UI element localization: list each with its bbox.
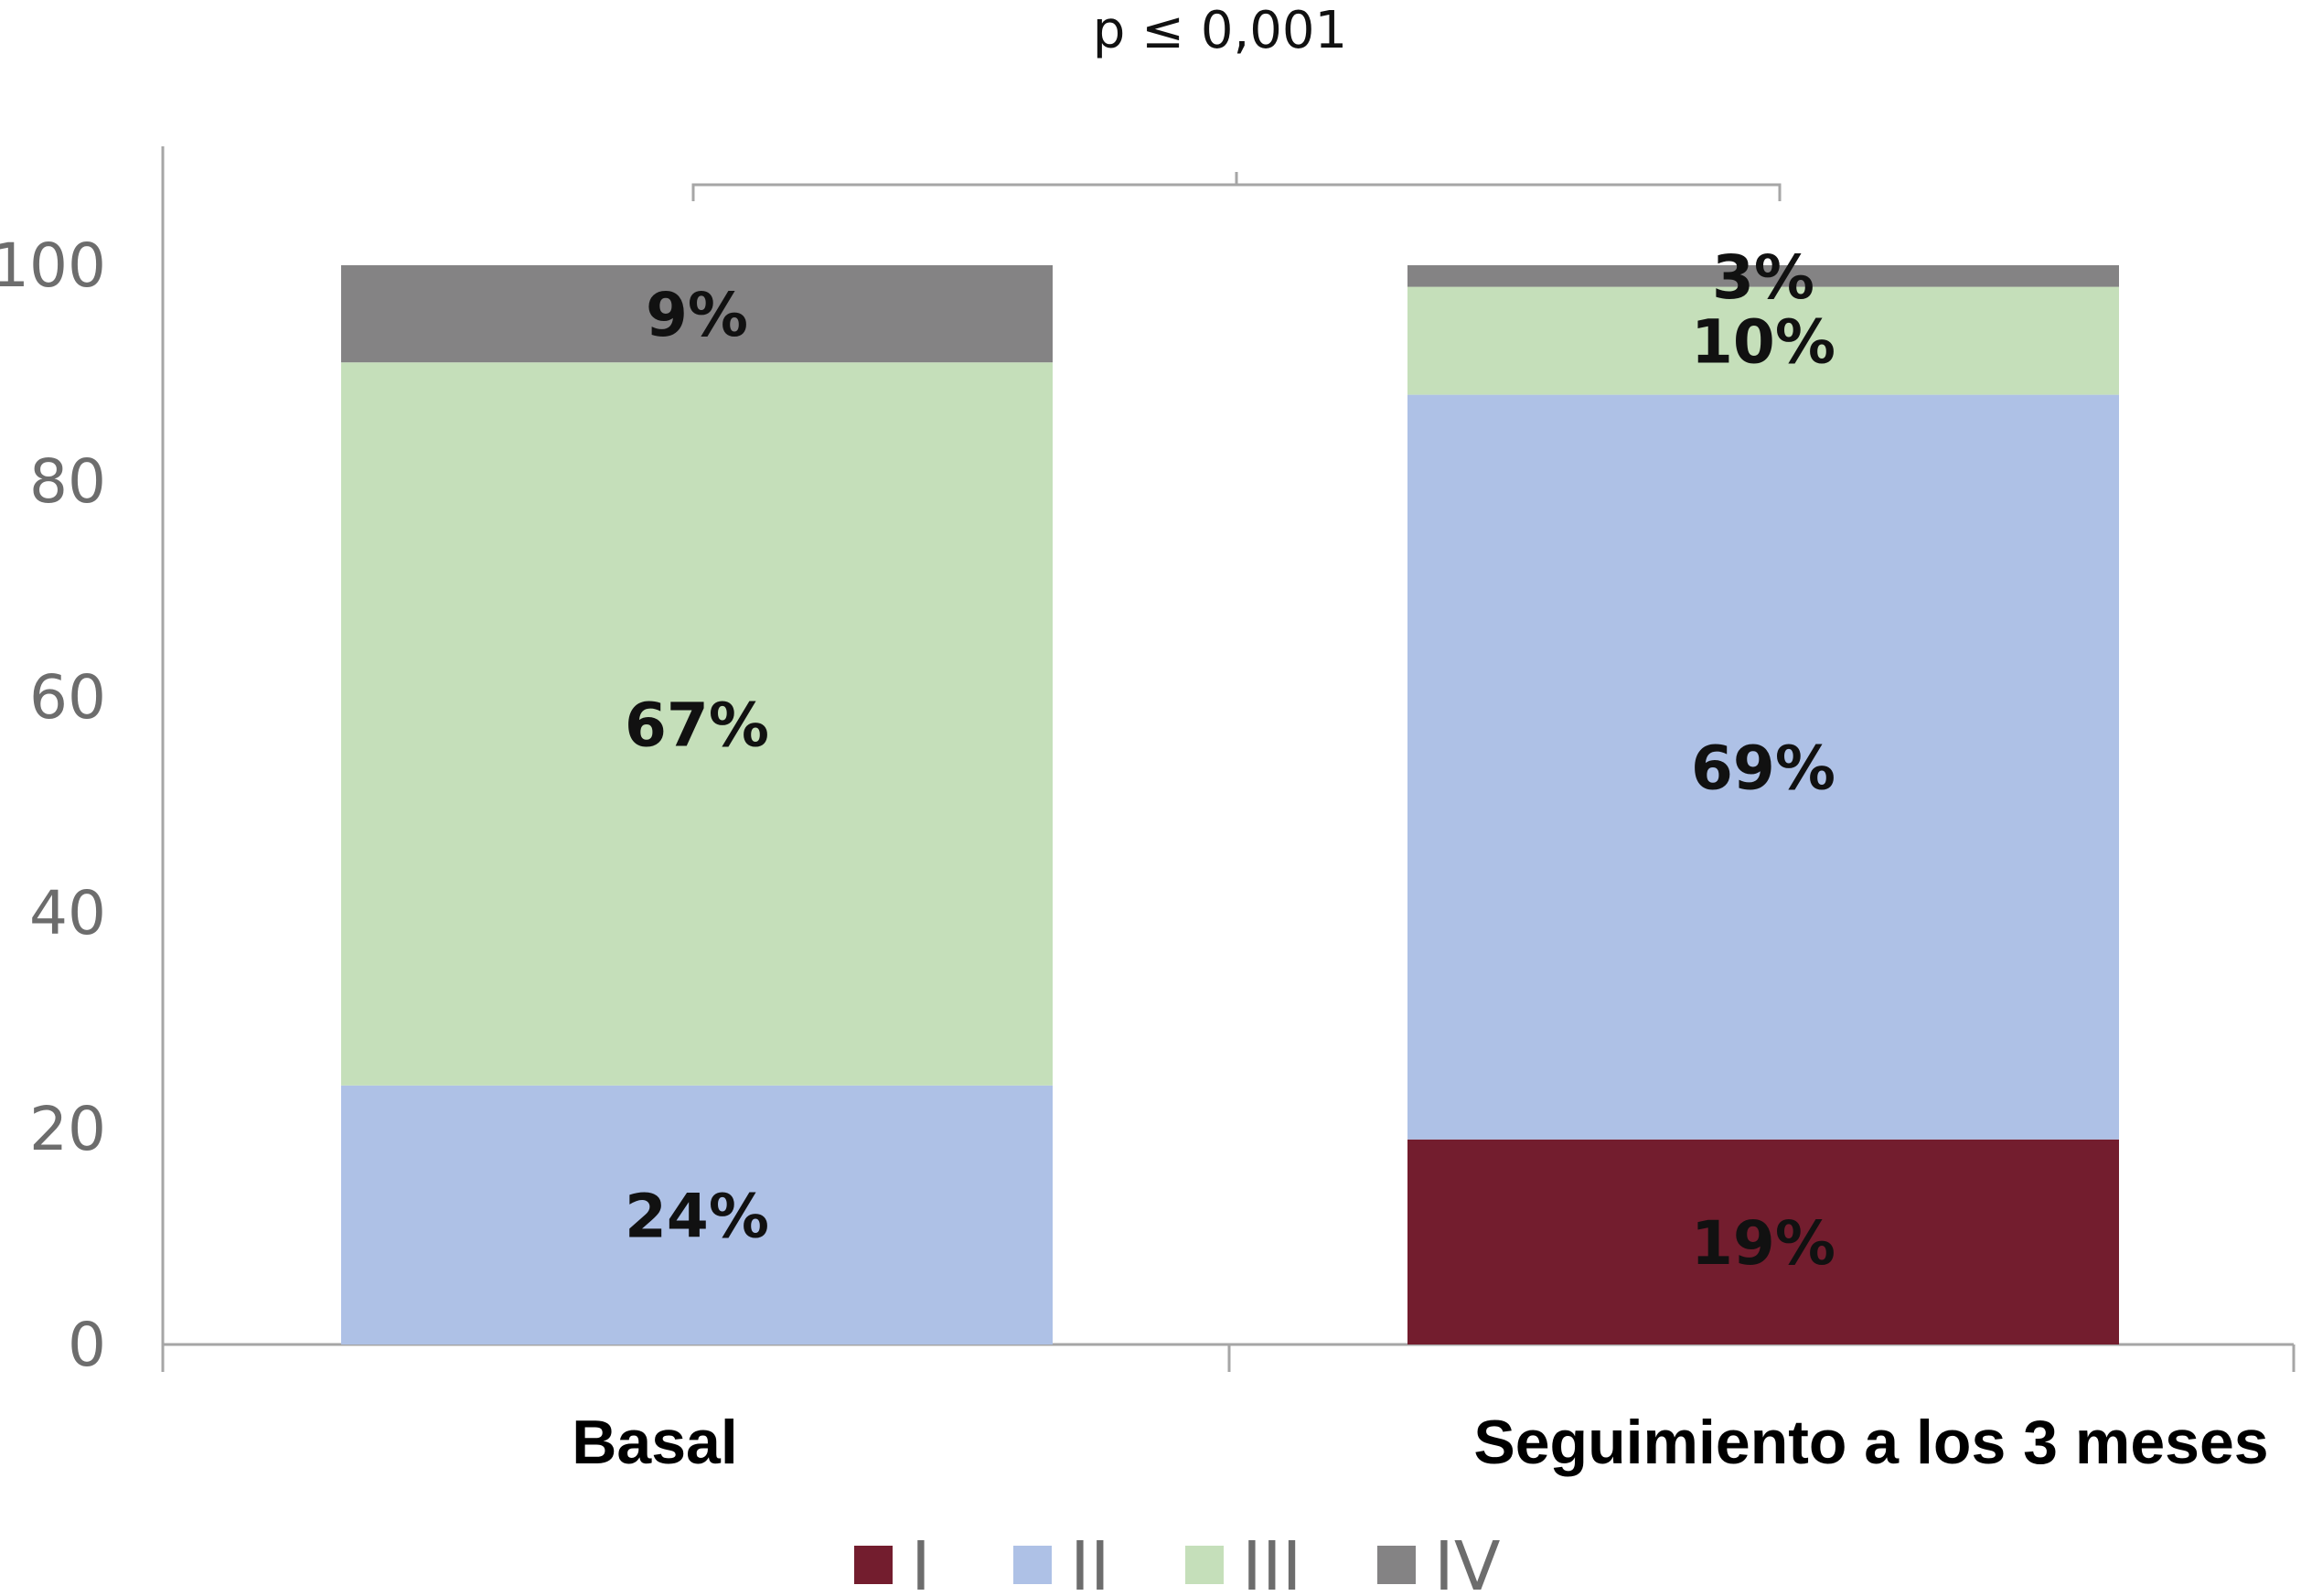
- y-tick-label: 80: [29, 446, 106, 517]
- bar-segment-II: [341, 1085, 1053, 1344]
- bar-segment-III: [1407, 286, 2119, 395]
- significance-annotation: p ≤ 0,001: [691, 1, 1782, 201]
- bar-segment-II: [1407, 394, 2119, 1140]
- legend-item-II: II: [1013, 1527, 1110, 1596]
- bar-segment-I: [1407, 1139, 2119, 1344]
- data-label: 3%: [1712, 242, 1814, 313]
- significance-bracket: [691, 183, 1782, 201]
- legend-swatch: [1013, 1546, 1052, 1584]
- axes: 0 20 40 60 80 100 Basal Seguimiento a los 3 mes…: [0, 146, 2296, 1477]
- legend-swatch: [1377, 1546, 1416, 1584]
- bar-segment-IV: [1407, 265, 2119, 287]
- x-category-label: Seguimiento a los 3 meses: [1473, 1408, 2268, 1477]
- y-tick-label: 20: [29, 1094, 106, 1164]
- data-label: 67%: [625, 691, 769, 761]
- legend-item-I: I: [854, 1527, 931, 1596]
- bar-segment-III: [341, 362, 1053, 1086]
- legend-label: III: [1242, 1527, 1301, 1596]
- bar-segment-IV: [341, 265, 1053, 363]
- p-value-label: p ≤ 0,001: [1093, 1, 1347, 60]
- legend-label: IV: [1434, 1527, 1501, 1596]
- y-tick-label: 100: [0, 230, 106, 301]
- data-label: 24%: [625, 1181, 769, 1251]
- x-category-label: Basal: [572, 1408, 737, 1477]
- legend-label: II: [1070, 1527, 1110, 1596]
- data-label: 69%: [1691, 734, 1835, 804]
- y-tick-label: 40: [29, 878, 106, 948]
- data-label: 19%: [1691, 1208, 1835, 1279]
- legend-label: I: [911, 1527, 931, 1596]
- y-tick-label: 0: [68, 1310, 106, 1380]
- bars: [341, 265, 2119, 1344]
- data-labels: 24% 67% 9% 19% 69% 10%3%: [625, 242, 1835, 1279]
- data-label: 9%: [646, 280, 748, 350]
- legend: I II III IV: [854, 1527, 1501, 1596]
- y-tick-label: 60: [29, 662, 106, 733]
- legend-item-IV: IV: [1377, 1527, 1501, 1596]
- legend-item-III: III: [1185, 1527, 1301, 1596]
- legend-swatch: [1185, 1546, 1224, 1584]
- legend-swatch: [854, 1546, 893, 1584]
- data-label: 10%: [1691, 307, 1835, 378]
